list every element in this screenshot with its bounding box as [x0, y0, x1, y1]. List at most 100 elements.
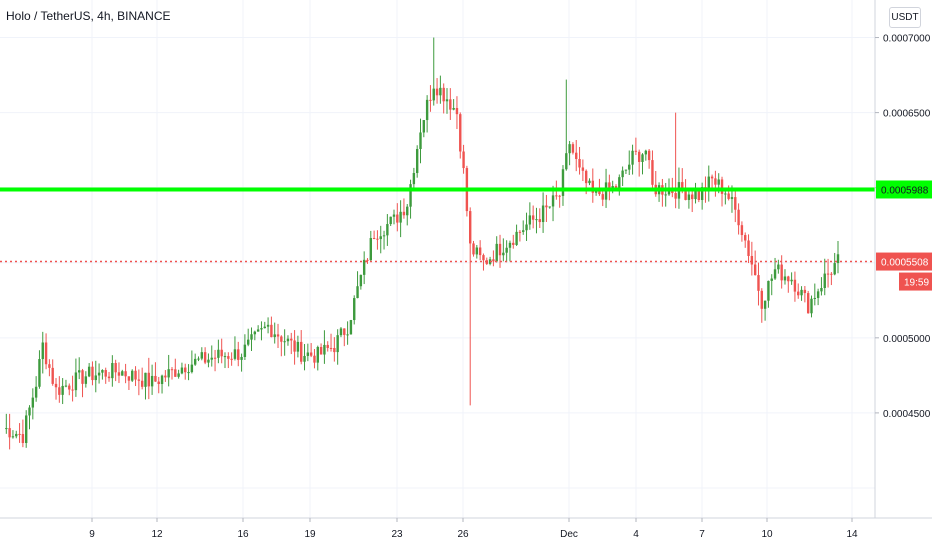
candle-body [541, 205, 545, 223]
candle-body [415, 148, 419, 174]
candle-body [283, 341, 286, 343]
candle-body [220, 349, 223, 357]
candle-body [399, 211, 402, 223]
candle-body [180, 367, 184, 374]
candle-body [508, 242, 512, 248]
candle-body [197, 358, 200, 360]
candle-body [24, 415, 28, 444]
candles [5, 37, 840, 450]
candle-body [121, 371, 124, 376]
candle-body [611, 186, 614, 189]
candle-body [290, 338, 293, 341]
candle-body [469, 211, 472, 244]
y-tick-label: 0.0006500 [883, 109, 931, 120]
candle-body [44, 342, 48, 365]
candle-body [545, 205, 548, 208]
currency-button[interactable]: USDT [889, 7, 921, 28]
candle-body [5, 428, 8, 430]
candle-body [107, 376, 111, 379]
candle-body [637, 151, 641, 162]
candle-body [266, 324, 270, 327]
candle-body [498, 243, 502, 256]
candle-body [379, 236, 382, 240]
candle-body [21, 434, 25, 444]
candle-body [419, 132, 422, 149]
candle-body [91, 366, 94, 381]
candle-body [150, 375, 154, 387]
candle-body [319, 347, 323, 355]
candle-body [270, 324, 273, 338]
x-tick-label: 9 [89, 529, 95, 540]
candle-body [565, 153, 568, 170]
candle-body [760, 290, 763, 309]
y-tick-label: 0.0004500 [883, 409, 931, 420]
candle-body [449, 99, 452, 110]
candle-body [339, 328, 343, 336]
candle-body [187, 372, 190, 374]
candle-body [588, 180, 591, 184]
candle-body [184, 367, 187, 373]
candle-body [425, 99, 429, 121]
candle-body [810, 298, 813, 314]
candle-body [406, 206, 409, 216]
candle-body [522, 230, 525, 232]
candle-body [790, 279, 793, 282]
candle-body [114, 363, 117, 373]
candle-body [478, 247, 482, 256]
candle-body [720, 179, 724, 194]
candle-body [227, 356, 230, 359]
candle-body [131, 370, 134, 381]
candle-body [174, 369, 177, 377]
candle-body [359, 274, 363, 287]
candle-body [51, 367, 54, 384]
candle-body [551, 195, 555, 207]
candle-body [644, 150, 648, 155]
candle-body [584, 170, 588, 184]
candle-body [820, 288, 823, 292]
candle-body [568, 144, 571, 154]
candle-body [740, 225, 744, 236]
candle-body [482, 255, 485, 261]
candle-body [58, 387, 61, 395]
candle-body [813, 297, 817, 299]
current-price-badge [876, 252, 932, 271]
candle-body [164, 375, 167, 378]
x-tick-label: 26 [457, 529, 469, 540]
candle-body [727, 193, 730, 199]
candle-body [591, 180, 595, 193]
candle-body [475, 247, 479, 255]
candle-body [512, 242, 515, 245]
candle-body [700, 187, 704, 201]
candle-body [280, 336, 283, 342]
candle-body [830, 273, 833, 275]
grid [0, 0, 875, 518]
candle-body [200, 352, 204, 359]
candle-body [48, 364, 51, 368]
candle-body [707, 176, 710, 192]
candle-body [237, 349, 240, 360]
candle-body [687, 194, 691, 200]
candle-body [303, 355, 306, 362]
x-tick-label: 12 [151, 529, 163, 540]
candle-body [621, 170, 624, 178]
candle-body [618, 177, 621, 190]
candle-body [505, 247, 508, 253]
candle-body [71, 389, 74, 391]
candle-body [329, 347, 333, 349]
candle-body [117, 372, 121, 376]
candle-body [210, 357, 213, 360]
candle-body [396, 214, 399, 223]
candle-body [54, 383, 58, 388]
candle-body [193, 358, 197, 365]
candle-body [667, 188, 671, 195]
candle-body [81, 370, 84, 384]
candle-body [647, 150, 651, 161]
candle-body [389, 216, 392, 225]
candle-body [94, 375, 97, 381]
candle-body [459, 114, 462, 152]
candle-body [435, 88, 439, 96]
candle-body [293, 340, 296, 352]
y-tick-label: 0.0007000 [883, 34, 931, 45]
candle-body [316, 347, 319, 363]
